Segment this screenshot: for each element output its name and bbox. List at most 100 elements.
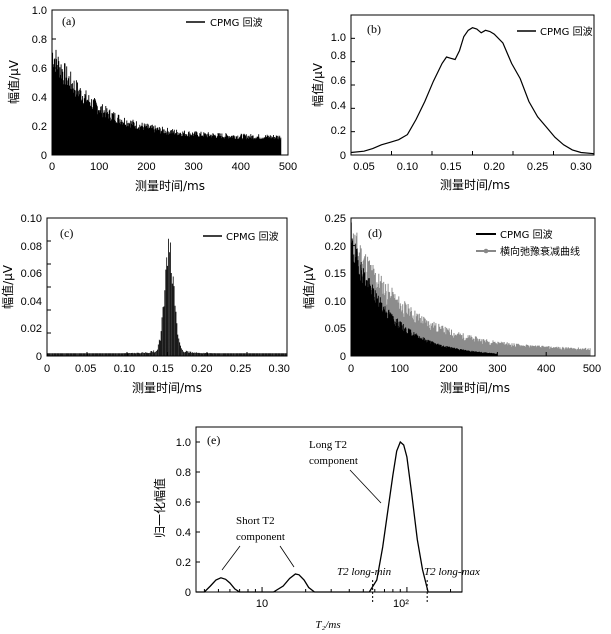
xtick-c-030: 0.30 [268,363,289,375]
yticks-d: 0 0.05 0.10 0.15 0.20 0.25 [325,213,346,363]
xlabel-e: T₂/ms [315,619,340,631]
ytick-d-0: 0 [340,351,346,363]
echo-bars-c [47,238,287,356]
xtick-a-0: 0 [49,161,55,173]
legend-marker-d-decay [483,248,489,254]
ytick-b-10: 1.0 [331,32,346,44]
ytick-c-002: 0.02 [21,323,42,335]
xticks-e: 10 10² [256,598,409,610]
annotation-t2-long-max: T2 long-max [424,566,480,578]
ytick-d-005: 0.05 [325,323,346,335]
annotation-long: Long T2 component [309,439,382,504]
ytick-a-0: 0 [41,150,47,162]
annotation-long-arrow [349,469,382,504]
xtick-d-100: 100 [391,363,409,375]
xtick-a-400: 400 [232,161,250,173]
ytick-a-02: 0.2 [32,121,47,133]
panel-e: (e) 归一化幅值 T₂/ms 10 10² 0 0.2 0.4 0.6 0.8… [152,426,480,631]
ytick-a-04: 0.4 [32,92,47,104]
xtick-b-005: 0.05 [353,161,374,173]
annotation-long-line1: Long T2 [309,439,347,451]
ylabel-a: 幅值/μV [6,59,21,104]
xlabel-a: 测量时间/ms [135,179,205,193]
echo-line-b [350,27,595,155]
echo-bars-a [51,49,282,155]
xtick-d-0: 0 [348,363,354,375]
yticks-c: 0 0.02 0.04 0.06 0.08 0.10 [21,213,42,363]
xtick-d-400: 400 [537,363,555,375]
ytick-b-04: 0.4 [331,100,346,112]
plot-area-a [51,9,289,156]
ytick-c-008: 0.08 [21,241,42,253]
panel-b: (b) CPMG 回波 测量时间/ms 幅值/μV 0.05 0.10 0.15… [310,14,595,192]
ytick-d-010: 0.10 [325,296,346,308]
xticks-b: 0.05 0.10 0.15 0.20 0.25 0.30 [353,161,591,173]
xtick-c-015: 0.15 [152,363,173,375]
ylabel-b: 幅值/μV [310,62,325,107]
legend-text-d-decay: 横向弛豫衰减曲线 [500,245,580,258]
annotation-short-arrow-left [221,545,241,571]
panel-label-c: (c) [60,226,73,240]
frame-a [51,9,289,156]
legend-text-d-cpmg: CPMG 回波 [500,228,553,241]
ytick-e-02: 0.2 [176,557,191,569]
xtick-c-010: 0.10 [114,363,135,375]
ytick-e-06: 0.6 [176,497,191,509]
ytick-b-02: 0.2 [331,125,346,137]
panel-label-b: (b) [367,22,381,36]
xtick-d-500: 500 [583,363,601,375]
xticks-a: 0 100 200 300 400 500 [49,161,297,173]
ytick-e-04: 0.4 [176,527,191,539]
ytick-b-0: 0 [340,150,346,162]
ytick-e-0: 0 [185,587,191,599]
xtick-b-020: 0.20 [483,161,504,173]
annotation-short-line1: Short T2 [236,515,275,527]
legend-text-c: CPMG 回波 [226,230,279,243]
annotation-short-line2: component [236,531,285,543]
xtick-b-025: 0.25 [527,161,548,173]
xtick-d-300: 300 [488,363,506,375]
xticks-d: 0 100 200 300 400 500 [348,363,601,375]
xtick-d-200: 200 [439,363,457,375]
annotation-long-line2: component [309,455,358,467]
frame-b [350,14,595,156]
xlabel-d: 测量时间/ms [440,381,510,395]
frame-d [350,217,596,357]
ytick-c-0: 0 [36,351,42,363]
plot-area-d [350,217,596,357]
frame-c [46,217,288,357]
ytick-c-006: 0.06 [21,268,42,280]
ytick-d-020: 0.20 [325,241,346,253]
yticks-e: 0 0.2 0.4 0.6 0.8 1.0 [176,437,191,599]
xtick-a-500: 500 [279,161,297,173]
xlabel-c: 测量时间/ms [132,381,202,395]
t2-distribution-line [196,440,462,593]
xtick-a-300: 300 [184,161,202,173]
annotation-t2-long-min: T2 long-min [337,566,392,578]
legend-text-b: CPMG 回波 [540,25,593,38]
xticks-c: 0 0.05 0.10 0.15 0.20 0.25 0.30 [44,363,290,375]
ylabel-c: 幅值/μV [0,264,15,309]
xtick-c-025: 0.25 [230,363,251,375]
xtick-e-100: 10² [393,598,409,610]
panel-c: (c) CPMG 回波 测量时间/ms 幅值/μV 0 0.05 0.10 0.… [0,213,290,395]
frame-e [195,426,463,593]
panel-label-e: (e) [207,433,220,447]
ytick-a-08: 0.8 [32,34,47,46]
legend-text-a: CPMG 回波 [210,16,263,29]
ytick-e-10: 1.0 [176,437,191,449]
ytick-c-010: 0.10 [21,213,42,225]
ytick-e-08: 0.8 [176,467,191,479]
annotation-short-arrow-right [279,545,295,568]
yticks-a: 0 0.2 0.4 0.6 0.8 1.0 [32,5,47,162]
xtick-b-015: 0.15 [440,161,461,173]
xtick-a-100: 100 [90,161,108,173]
xtick-b-010: 0.10 [397,161,418,173]
xlabel-b: 测量时间/ms [440,178,510,192]
xtick-a-200: 200 [137,161,155,173]
xtick-c-0: 0 [44,363,50,375]
ylabel-d: 幅值/μV [301,264,316,309]
panel-a: (a) CPMG 回波 测量时间/ms 幅值/μV 0 100 200 300 … [6,5,297,193]
ylabel-e: 归一化幅值 [152,478,167,538]
